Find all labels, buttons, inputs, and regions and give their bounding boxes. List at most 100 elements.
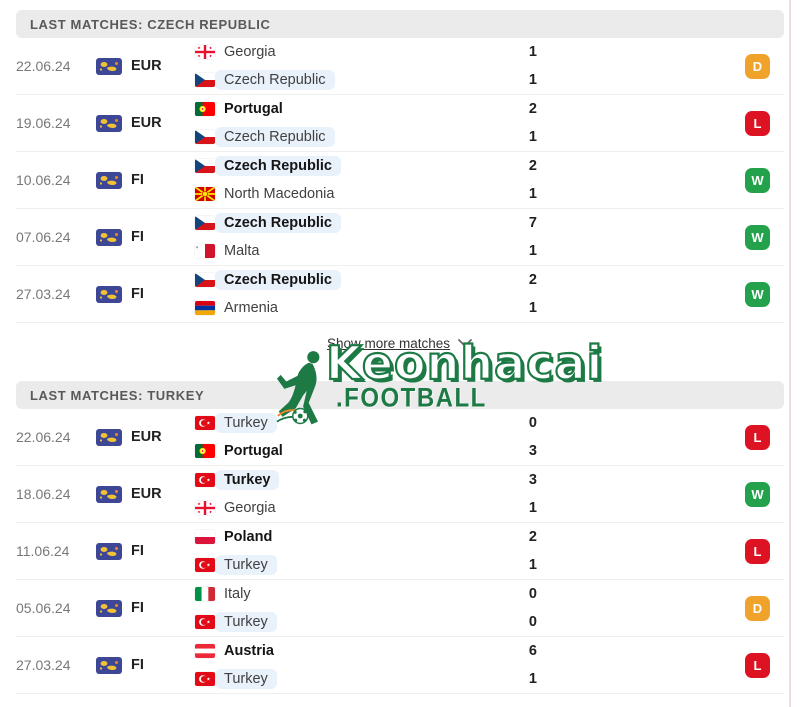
world-icon bbox=[96, 485, 122, 503]
team-name: Italy bbox=[224, 586, 251, 602]
team-name: Czech Republic bbox=[215, 213, 341, 233]
team-score: 1 bbox=[528, 186, 537, 202]
world-icon bbox=[96, 542, 122, 560]
match-row[interactable]: 18.06.24 EUR Turkey 3 Georgia bbox=[16, 466, 784, 523]
match-date: 22.06.24 bbox=[16, 429, 71, 445]
team-row-home[interactable]: Turkey 3 bbox=[195, 467, 537, 493]
team-score: 0 bbox=[528, 415, 537, 431]
team-score: 2 bbox=[528, 529, 537, 545]
italy-flag bbox=[195, 587, 215, 601]
georgia-flag bbox=[195, 501, 215, 515]
sections-container: LAST MATCHES: CZECH REPUBLIC 22.06.24 EU… bbox=[0, 10, 800, 694]
match-row[interactable]: 22.06.24 EUR Turkey 0 Portuga bbox=[16, 409, 784, 466]
competition: EUR bbox=[96, 57, 192, 75]
teams: Portugal 2 Czech Republic 1 bbox=[192, 96, 537, 150]
georgia-flag bbox=[195, 45, 215, 59]
team-row-home[interactable]: Austria 6 bbox=[195, 638, 537, 664]
team-row-home[interactable]: Turkey 0 bbox=[195, 410, 537, 436]
team-name: Portugal bbox=[224, 101, 283, 117]
team-row-home[interactable]: Georgia 1 bbox=[195, 39, 537, 65]
competition: EUR bbox=[96, 485, 192, 503]
team-score: 7 bbox=[528, 215, 537, 231]
competition-label: FI bbox=[131, 286, 144, 302]
world-icon bbox=[96, 285, 122, 303]
team-row-away[interactable]: Malta 1 bbox=[195, 238, 537, 264]
match-date: 10.06.24 bbox=[16, 172, 71, 188]
match-date: 05.06.24 bbox=[16, 600, 71, 616]
match-row[interactable]: 10.06.24 FI Czech Republic 2 bbox=[16, 152, 784, 209]
match-row[interactable]: 27.03.24 FI Czech Republic 2 bbox=[16, 266, 784, 323]
team-row-away[interactable]: Turkey 1 bbox=[195, 552, 537, 578]
team-score: 6 bbox=[528, 643, 537, 659]
portugal-flag bbox=[195, 444, 215, 458]
match-row[interactable]: 27.03.24 FI Austria 6 Turkey bbox=[16, 637, 784, 694]
match-row[interactable]: 19.06.24 EUR Portugal 2 Czech bbox=[16, 95, 784, 152]
competition: EUR bbox=[96, 114, 192, 132]
czech-republic-flag bbox=[195, 130, 215, 144]
team-row-home[interactable]: Portugal 2 bbox=[195, 96, 537, 122]
malta-flag bbox=[195, 244, 215, 258]
competition: FI bbox=[96, 656, 192, 674]
world-icon bbox=[96, 656, 122, 674]
north-macedonia-flag bbox=[195, 187, 215, 201]
team-row-away[interactable]: Turkey 0 bbox=[195, 609, 537, 635]
teams: Poland 2 Turkey 1 bbox=[192, 524, 537, 578]
team-row-home[interactable]: Czech Republic 2 bbox=[195, 267, 537, 293]
match-row[interactable]: 05.06.24 FI Italy 0 Turkey bbox=[16, 580, 784, 637]
team-score: 1 bbox=[528, 72, 537, 88]
result-badge: W bbox=[745, 481, 770, 507]
team-name: Czech Republic bbox=[215, 156, 341, 176]
match-rows: 22.06.24 EUR Georgia 1 Czech bbox=[0, 38, 800, 323]
team-row-away[interactable]: Czech Republic 1 bbox=[195, 124, 537, 150]
matches-section: LAST MATCHES: TURKEY 22.06.24 EUR Turkey… bbox=[0, 381, 800, 694]
team-score: 1 bbox=[528, 300, 537, 316]
team-name: Turkey bbox=[215, 555, 277, 575]
team-row-away[interactable]: Portugal 3 bbox=[195, 438, 537, 464]
section-header: LAST MATCHES: CZECH REPUBLIC bbox=[16, 10, 784, 38]
team-row-home[interactable]: Italy 0 bbox=[195, 581, 537, 607]
world-icon bbox=[96, 114, 122, 132]
team-name: Czech Republic bbox=[215, 270, 341, 290]
match-date: 27.03.24 bbox=[16, 657, 71, 673]
match-row[interactable]: 11.06.24 FI Poland 2 Turkey bbox=[16, 523, 784, 580]
chevron-down-icon bbox=[457, 338, 473, 348]
match-row[interactable]: 07.06.24 FI Czech Republic 7 bbox=[16, 209, 784, 266]
armenia-flag bbox=[195, 301, 215, 315]
team-row-away[interactable]: Armenia 1 bbox=[195, 295, 537, 321]
teams: Austria 6 Turkey 1 bbox=[192, 638, 537, 692]
team-row-home[interactable]: Czech Republic 7 bbox=[195, 210, 537, 236]
match-row[interactable]: 22.06.24 EUR Georgia 1 Czech bbox=[16, 38, 784, 95]
czech-republic-flag bbox=[195, 273, 215, 287]
team-row-away[interactable]: Czech Republic 1 bbox=[195, 67, 537, 93]
team-row-home[interactable]: Poland 2 bbox=[195, 524, 537, 550]
poland-flag bbox=[195, 530, 215, 544]
team-name: Poland bbox=[224, 529, 273, 545]
team-name: Malta bbox=[224, 243, 260, 259]
team-score: 1 bbox=[528, 243, 537, 259]
match-date: 27.03.24 bbox=[16, 286, 71, 302]
show-more-matches-link[interactable]: Show more matches bbox=[327, 336, 473, 351]
team-score: 1 bbox=[528, 129, 537, 145]
competition-label: FI bbox=[131, 657, 144, 673]
team-row-away[interactable]: North Macedonia 1 bbox=[195, 181, 537, 207]
team-row-away[interactable]: Georgia 1 bbox=[195, 495, 537, 521]
result-badge: L bbox=[745, 652, 770, 678]
turkey-flag bbox=[195, 473, 215, 487]
competition-label: EUR bbox=[131, 58, 162, 74]
team-row-home[interactable]: Czech Republic 2 bbox=[195, 153, 537, 179]
competition: FI bbox=[96, 285, 192, 303]
team-row-away[interactable]: Turkey 1 bbox=[195, 666, 537, 692]
section-header: LAST MATCHES: TURKEY bbox=[16, 381, 784, 409]
competition: FI bbox=[96, 171, 192, 189]
turkey-flag bbox=[195, 558, 215, 572]
teams: Turkey 0 Portugal 3 bbox=[192, 410, 537, 464]
team-name: Turkey bbox=[215, 669, 277, 689]
competition-label: FI bbox=[131, 229, 144, 245]
world-icon bbox=[96, 171, 122, 189]
team-name: Turkey bbox=[215, 413, 277, 433]
competition-label: EUR bbox=[131, 486, 162, 502]
team-score: 1 bbox=[528, 500, 537, 516]
competition: EUR bbox=[96, 428, 192, 446]
world-icon bbox=[96, 57, 122, 75]
world-icon bbox=[96, 599, 122, 617]
